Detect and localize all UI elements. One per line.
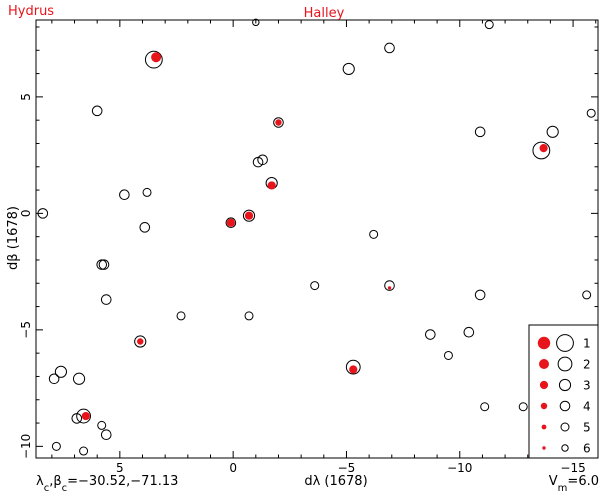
footer-left: λc,βc=−30.52,−71.13 (36, 474, 178, 493)
plot-frame (35, 19, 599, 459)
star-point (100, 294, 112, 305)
legend-filled-marker (540, 402, 548, 410)
legend: 1 2 3 4 5 6 (528, 324, 599, 459)
star-point (100, 429, 112, 441)
star-point (586, 108, 596, 118)
star-point (443, 350, 453, 360)
series-halley (81, 52, 548, 421)
star-point (345, 359, 361, 375)
plot-marks (37, 18, 596, 456)
y-tick-label: 5 (19, 93, 33, 101)
legend-magnitude-label: 2 (583, 358, 591, 372)
legend-magnitude-label: 5 (583, 421, 591, 435)
star-point (142, 187, 152, 197)
star-point (91, 105, 103, 117)
star-point (97, 420, 107, 430)
x-tick-label: −15 (560, 461, 585, 475)
halley-point (387, 286, 392, 290)
star-point (257, 154, 268, 166)
star-point (425, 329, 436, 340)
title-right: Halley (304, 6, 345, 21)
star-point (463, 326, 475, 338)
star-point (342, 62, 355, 76)
x-tick-label: −10 (447, 461, 472, 475)
star-point (98, 259, 110, 270)
star-point (71, 413, 83, 424)
star-point (139, 222, 151, 233)
x-tick-label: 5 (116, 461, 124, 475)
legend-open-marker (558, 378, 572, 392)
star-point (474, 126, 486, 138)
star-point (51, 441, 61, 451)
legend-magnitude-label: 6 (583, 442, 591, 456)
y-tick-label: −5 (19, 321, 33, 339)
halley-point (267, 181, 276, 190)
star-point (76, 408, 91, 424)
star-point (242, 209, 256, 222)
star-point (480, 402, 490, 412)
x-tick-label: 0 (229, 461, 237, 475)
star-point (484, 20, 494, 30)
legend-open-marker (557, 356, 573, 372)
star-point (518, 402, 528, 412)
star-point (582, 290, 592, 300)
legend-filled-marker (537, 336, 551, 350)
star-point (474, 289, 486, 301)
star-point (48, 373, 60, 385)
star-point (54, 365, 68, 378)
star-point (369, 229, 379, 239)
halley-point (137, 338, 144, 345)
legend-filled-marker (539, 359, 549, 369)
star-point (384, 42, 395, 54)
halley-point (349, 365, 358, 374)
legend-filled-marker (541, 424, 547, 430)
legend-magnitude-label: 4 (583, 400, 591, 414)
star-point (134, 335, 147, 348)
legend-open-marker (561, 444, 569, 452)
star-point (252, 18, 260, 27)
halley-point (275, 119, 282, 126)
star-point (96, 259, 108, 270)
halley-point (81, 411, 90, 421)
series-hydrus (37, 18, 596, 456)
halley-point (226, 218, 235, 227)
halley-point (151, 52, 162, 63)
star-point (384, 280, 395, 291)
title-left: Hydrus (8, 4, 54, 19)
x-axis-label: dλ (1678) (304, 474, 367, 489)
halley-point (244, 211, 254, 220)
star-point (72, 372, 86, 385)
star-point (310, 281, 320, 291)
legend-open-marker (559, 400, 571, 412)
y-axis-label: dβ (1678) (6, 206, 21, 270)
star-point (244, 311, 254, 321)
legend-open-marker (560, 422, 570, 432)
star-point (79, 446, 89, 456)
star-point (225, 217, 237, 228)
star-point (546, 125, 559, 138)
halley-point (539, 144, 548, 153)
legend-magnitude-label: 1 (583, 337, 591, 351)
star-point (532, 141, 551, 160)
legend-filled-marker (542, 446, 546, 450)
star-point (176, 311, 186, 321)
star-point (119, 189, 130, 201)
star-point (144, 50, 163, 69)
legend-magnitude-label: 3 (583, 379, 591, 393)
x-tick-label: −5 (338, 461, 356, 475)
legend-filled-marker (539, 380, 549, 390)
star-point (273, 117, 284, 128)
y-tick-label: 0 (19, 210, 33, 218)
legend-open-marker (556, 334, 574, 352)
y-tick-label: −10 (19, 434, 33, 459)
